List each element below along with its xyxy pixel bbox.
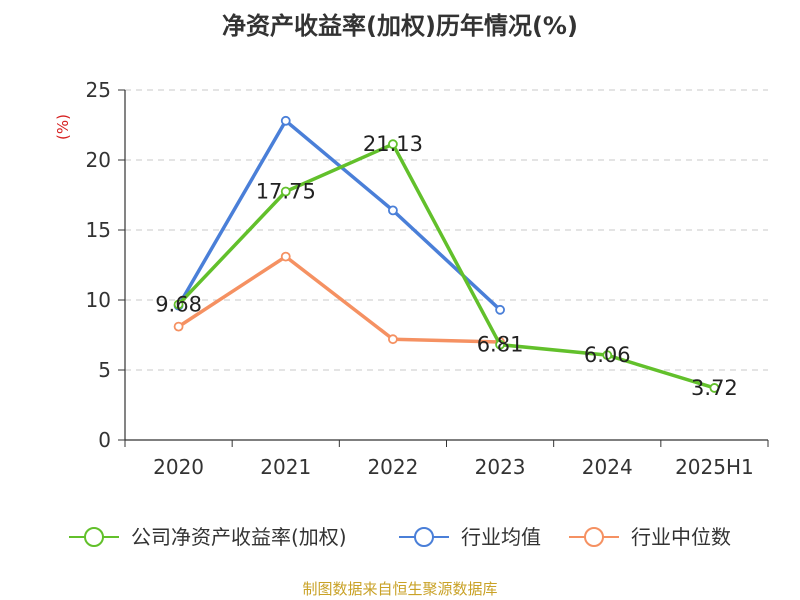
data-label: 6.06 (584, 343, 631, 367)
y-tick-label: 0 (98, 428, 111, 452)
legend-item-2[interactable]: 行业中位数 (569, 525, 731, 549)
x-tick-label: 2024 (582, 455, 633, 479)
legend[interactable]: 公司净资产收益率(加权) 行业均值 行业中位数 (69, 525, 731, 549)
data-point[interactable] (173, 321, 184, 332)
source-footer: 制图数据来自恒生聚源数据库 (302, 580, 498, 598)
data-label: 21.13 (363, 132, 423, 156)
legend-label: 行业中位数 (631, 525, 731, 549)
axes: 0 5 10 15 20 25 (%) 2020 2021 2022 2023 2024 2025H1 (54, 78, 769, 479)
data-point[interactable] (709, 383, 720, 393)
legend-marker (84, 527, 104, 547)
y-tick-label: 15 (86, 218, 111, 242)
data-label: 17.75 (256, 180, 316, 204)
y-tick-label: 20 (86, 148, 111, 172)
data-labels: 9.68 17.75 21.13 6.81 6.06 3.72 (155, 132, 738, 400)
data-point[interactable] (280, 186, 291, 197)
legend-label: 行业均值 (461, 525, 541, 549)
data-point[interactable] (280, 115, 291, 126)
data-label: 6.81 (477, 333, 524, 357)
y-tick-label: 5 (98, 358, 111, 382)
series-line-1 (177, 119, 502, 312)
data-point[interactable] (495, 339, 505, 350)
x-tick-label: 2021 (260, 455, 311, 479)
y-axis-label: (%) (54, 114, 72, 140)
legend-label: 公司净资产收益率(加权) (131, 525, 347, 549)
data-label: 9.68 (155, 292, 202, 316)
data-point[interactable] (495, 304, 505, 315)
legend-item-1[interactable]: 行业均值 (399, 525, 541, 549)
legend-marker (584, 527, 604, 547)
y-tick-label: 10 (86, 288, 111, 312)
data-point[interactable] (388, 205, 398, 216)
data-point[interactable] (388, 139, 398, 150)
x-tick-label: 2023 (475, 455, 526, 479)
data-label: 3.72 (691, 376, 738, 400)
data-point[interactable] (602, 350, 613, 361)
chart-title: 净资产收益率(加权)历年情况(%) (222, 12, 578, 40)
y-tick-label: 25 (86, 78, 111, 102)
data-point[interactable] (280, 251, 291, 262)
data-point[interactable] (388, 334, 398, 345)
series-line-2 (177, 254, 501, 344)
legend-item-0[interactable]: 公司净资产收益率(加权) (69, 525, 347, 549)
data-point[interactable] (173, 299, 184, 310)
x-tick-label: 2020 (153, 455, 204, 479)
series-line-0 (177, 142, 715, 390)
grid-lines (125, 89, 768, 371)
x-tick-label: 2025H1 (675, 455, 754, 479)
legend-marker (414, 527, 434, 547)
x-tick-label: 2022 (367, 455, 418, 479)
series-lines (173, 115, 720, 393)
